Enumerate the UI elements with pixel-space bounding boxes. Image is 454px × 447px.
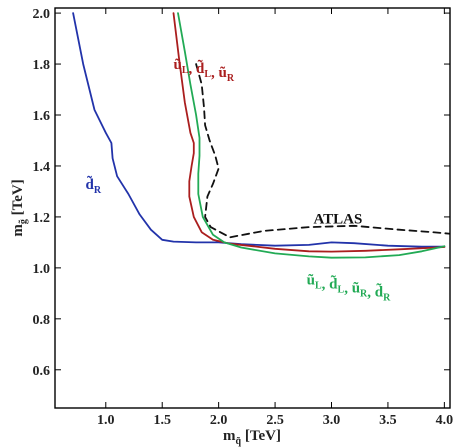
x-tick-label: 2.5 [266,413,284,428]
y-tick-label: 2.0 [33,7,51,22]
x-tick-label: 3.0 [323,413,341,428]
x-tick-label: 2.0 [210,413,228,428]
series-line-4 [195,63,450,239]
x-tick-label: 4.0 [436,413,454,428]
label-layer: d̃R ũL, d̃L, ũR ũL, d̃L, ũR, d̃R ATLAS [85,57,391,303]
series-label-3: ũL, d̃L, ũR, d̃R [307,272,391,303]
y-tick-label: 1.0 [33,262,51,277]
x-tick-label: 1.0 [97,413,115,428]
y-tick-label: 1.6 [33,109,51,124]
y-tick-label: 1.2 [33,211,51,226]
series-line-2 [172,12,446,253]
y-tick-label: 0.8 [33,313,51,328]
y-tick-label: 1.4 [33,160,51,175]
y-tick-label: 1.8 [33,58,51,73]
y-tick-label: 0.6 [33,364,51,379]
curve-layer [72,12,450,259]
series-label-1: d̃R [85,175,101,196]
x-axis-label: mq̃ [TeV] [223,428,281,447]
x-tick-label: 1.5 [153,413,171,428]
y-axis-label: mg̃ [TeV] [10,179,29,236]
series-line-1 [72,12,446,248]
series-label-4: ATLAS [313,211,362,227]
series-label-2: ũL, d̃L, ũR [174,57,235,84]
series-line-3 [177,12,446,259]
plot-frame [54,7,451,409]
x-tick-label: 3.5 [379,413,397,428]
tick-layer: 1.0 1.5 2.0 2.5 3.0 3.5 4.0 0.6 0.8 1.0 1.2 1.4 1.6 1… [33,7,454,428]
